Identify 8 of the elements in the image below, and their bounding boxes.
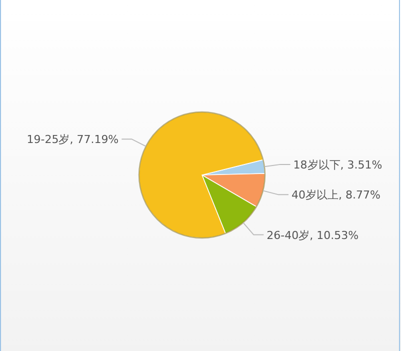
data-label: , 10.53%: [310, 228, 359, 242]
data-label: , 3.51%: [340, 158, 382, 172]
slice-label: 40岁以上: [292, 188, 339, 202]
data-label: , 77.19%: [70, 133, 119, 146]
slice-label: 26-40岁: [266, 228, 310, 242]
slice-label: 18岁以下: [293, 158, 340, 172]
data-label: , 8.77%: [338, 188, 380, 202]
slice-label: 19-25岁: [26, 133, 70, 146]
